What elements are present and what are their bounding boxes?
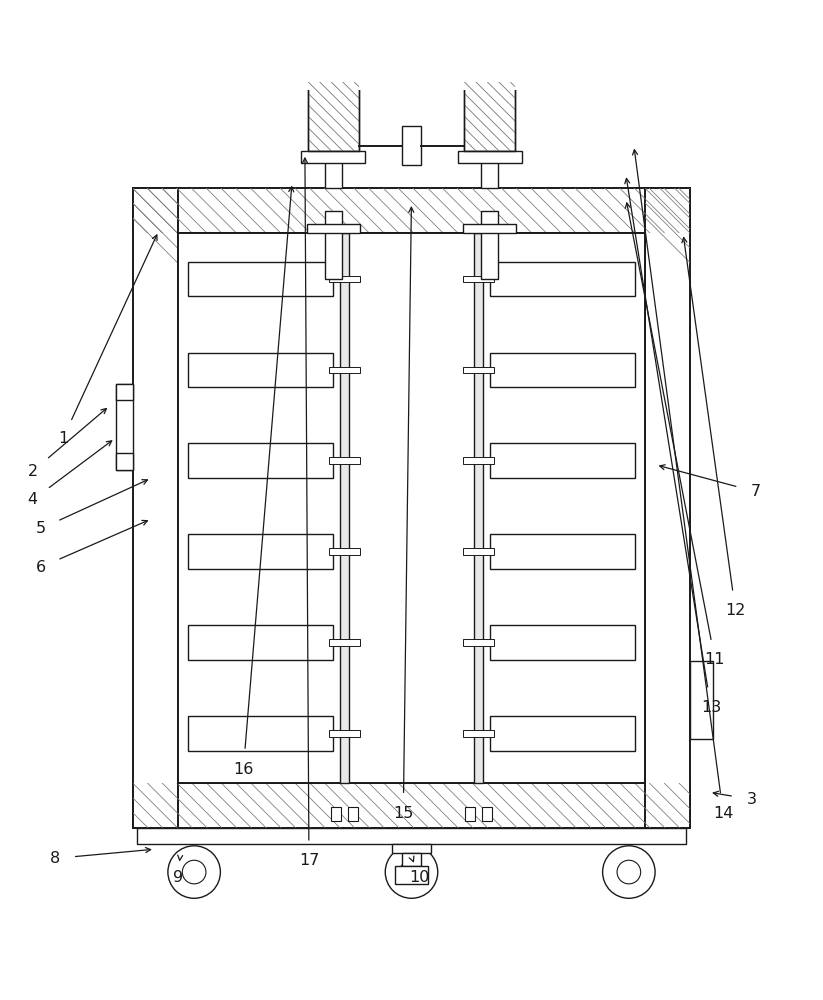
Bar	[490, 262, 635, 296]
Bar	[690, 661, 714, 739]
Bar	[481, 143, 498, 188]
Bar	[490, 443, 635, 478]
Bar	[645, 188, 690, 828]
Bar	[329, 367, 360, 373]
Bar	[465, 807, 475, 821]
Bar	[340, 233, 350, 783]
Bar	[329, 730, 360, 737]
Text: 14: 14	[713, 806, 733, 821]
Bar	[329, 276, 360, 282]
Text: 10: 10	[410, 870, 430, 885]
Bar	[329, 639, 360, 646]
Bar	[490, 625, 635, 660]
Bar	[188, 625, 333, 660]
Bar	[133, 783, 690, 828]
Circle shape	[168, 846, 221, 898]
Circle shape	[400, 860, 423, 884]
Bar	[484, 119, 495, 143]
Text: 13: 13	[700, 700, 721, 715]
Bar	[188, 534, 333, 569]
Bar	[402, 126, 421, 165]
Bar	[178, 233, 645, 783]
Text: 8: 8	[49, 851, 60, 866]
Bar	[308, 82, 359, 151]
Bar	[133, 188, 178, 828]
Text: 3: 3	[747, 792, 757, 807]
Bar	[464, 82, 515, 151]
Bar	[463, 367, 494, 373]
Bar	[463, 224, 516, 233]
Text: 4: 4	[27, 492, 38, 507]
Bar	[464, 82, 515, 151]
Text: 17: 17	[299, 853, 319, 868]
Bar	[463, 457, 494, 464]
Text: 2: 2	[27, 464, 38, 479]
Text: 12: 12	[725, 603, 746, 618]
Bar	[188, 262, 333, 296]
Text: 1: 1	[58, 431, 68, 446]
Bar	[490, 534, 635, 569]
Bar	[133, 188, 690, 233]
Bar	[464, 82, 515, 151]
Bar	[188, 716, 333, 751]
Circle shape	[602, 846, 655, 898]
Bar	[458, 151, 522, 163]
Bar	[325, 211, 342, 279]
Bar	[307, 224, 360, 233]
Bar	[463, 730, 494, 737]
Bar	[348, 807, 358, 821]
Bar	[301, 70, 365, 82]
Bar	[324, 54, 342, 70]
Bar	[116, 453, 133, 470]
Bar	[116, 384, 133, 470]
Bar	[481, 807, 491, 821]
Bar	[133, 188, 690, 233]
Text: 16: 16	[233, 762, 253, 777]
Bar	[116, 384, 133, 400]
Bar	[481, 211, 498, 279]
Bar	[490, 353, 635, 387]
Bar	[463, 276, 494, 282]
Bar	[490, 716, 635, 751]
Bar	[188, 353, 333, 387]
Bar	[133, 783, 690, 828]
Bar	[133, 188, 178, 828]
Text: 7: 7	[751, 484, 761, 499]
Bar	[463, 548, 494, 555]
Circle shape	[617, 860, 640, 884]
Bar	[329, 548, 360, 555]
Bar	[332, 807, 342, 821]
Bar	[463, 639, 494, 646]
Text: 5: 5	[35, 521, 46, 536]
Bar	[308, 82, 359, 151]
Bar	[328, 119, 339, 143]
Text: 11: 11	[704, 652, 725, 667]
Bar	[645, 188, 690, 828]
Bar	[481, 54, 499, 70]
Circle shape	[183, 860, 206, 884]
Bar	[308, 82, 359, 151]
Bar	[325, 143, 342, 188]
Bar	[188, 443, 333, 478]
Bar	[395, 866, 428, 884]
Bar	[392, 844, 431, 853]
Text: 15: 15	[393, 806, 413, 821]
Bar	[329, 457, 360, 464]
Bar	[137, 828, 686, 844]
Bar	[301, 151, 365, 163]
Bar	[458, 70, 522, 82]
Text: 6: 6	[35, 560, 46, 575]
Bar	[473, 233, 483, 783]
Text: 9: 9	[173, 870, 183, 885]
Bar	[402, 853, 421, 866]
Circle shape	[385, 846, 438, 898]
